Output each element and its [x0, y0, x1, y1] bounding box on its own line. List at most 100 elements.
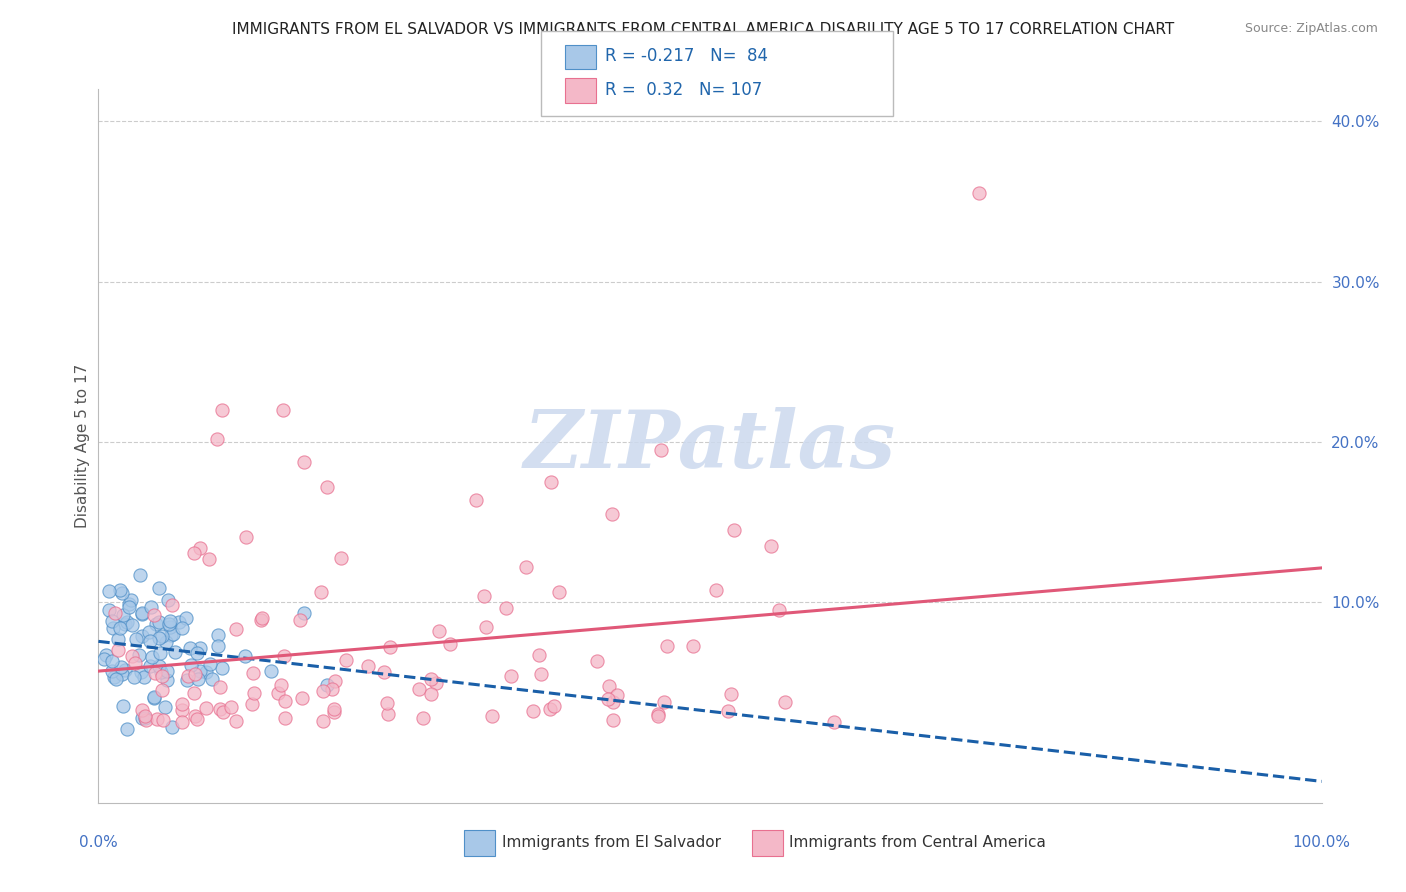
Point [475, 620, 498, 634]
Point [412, 711, 434, 725]
Point [108, 582, 131, 597]
Point [472, 589, 495, 603]
Point [94, 648, 117, 663]
Point [179, 641, 201, 656]
Point [138, 634, 160, 648]
Point [657, 639, 679, 653]
Point [547, 584, 569, 599]
Point [148, 631, 170, 645]
Text: 100.0%: 100.0% [1292, 836, 1351, 850]
Point [101, 621, 124, 635]
Point [233, 648, 256, 663]
Point [97, 584, 120, 599]
Point [159, 620, 181, 634]
Point [322, 702, 344, 716]
Point [720, 687, 742, 701]
Point [172, 621, 194, 635]
Point [439, 637, 461, 651]
Point [194, 700, 217, 714]
Point [586, 654, 609, 668]
Point [356, 659, 378, 673]
Point [312, 683, 335, 698]
Point [110, 660, 132, 674]
Point [101, 614, 124, 628]
Point [499, 669, 522, 683]
Point [704, 582, 727, 597]
Point [155, 664, 177, 678]
Point [146, 712, 169, 726]
Point [120, 593, 142, 607]
Point [142, 607, 165, 622]
Point [128, 568, 150, 582]
Point [235, 530, 257, 544]
Point [378, 640, 401, 654]
Point [152, 713, 174, 727]
Point [183, 546, 205, 560]
Point [143, 665, 166, 680]
Point [157, 593, 180, 607]
Point [373, 665, 395, 679]
Point [114, 617, 136, 632]
Point [201, 672, 224, 686]
Point [101, 654, 124, 668]
Point [209, 680, 232, 694]
Point [315, 678, 337, 692]
Point [540, 475, 562, 489]
Point [183, 686, 205, 700]
Point [260, 664, 283, 678]
Point [647, 709, 669, 723]
Point [170, 697, 193, 711]
Point [169, 615, 191, 630]
Point [148, 659, 170, 673]
Point [529, 667, 551, 681]
Point [207, 639, 229, 653]
Point [112, 699, 135, 714]
Point [274, 694, 297, 708]
Point [273, 711, 295, 725]
Point [270, 678, 292, 692]
Point [425, 676, 447, 690]
Point [309, 585, 332, 599]
Point [101, 664, 124, 678]
Text: R = -0.217   N=  84: R = -0.217 N= 84 [605, 47, 768, 65]
Point [97, 603, 120, 617]
Point [377, 706, 399, 721]
Point [188, 640, 211, 655]
Point [134, 713, 156, 727]
Point [160, 720, 183, 734]
Point [176, 673, 198, 688]
Point [156, 673, 179, 687]
Point [602, 713, 624, 727]
Point [717, 704, 740, 718]
Point [420, 687, 443, 701]
Point [132, 671, 155, 685]
Point [107, 643, 129, 657]
Point [115, 722, 138, 736]
Point [221, 700, 243, 714]
Point [111, 586, 134, 600]
Point [153, 699, 176, 714]
Point [177, 669, 200, 683]
Point [115, 615, 138, 629]
Text: Immigrants from Central America: Immigrants from Central America [789, 836, 1046, 850]
Point [967, 186, 990, 201]
Point [207, 628, 229, 642]
Point [212, 705, 235, 719]
Point [543, 698, 565, 713]
Text: IMMIGRANTS FROM EL SALVADOR VS IMMIGRANTS FROM CENTRAL AMERICA DISABILITY AGE 5 : IMMIGRANTS FROM EL SALVADOR VS IMMIGRANT… [232, 22, 1174, 37]
Point [141, 650, 163, 665]
Point [124, 656, 146, 670]
Point [174, 610, 197, 624]
Point [761, 539, 783, 553]
Point [170, 703, 193, 717]
Point [768, 603, 790, 617]
Point [121, 648, 143, 663]
Point [159, 614, 181, 628]
Point [131, 665, 153, 680]
Point [131, 607, 153, 622]
Point [184, 667, 207, 681]
Point [242, 686, 264, 700]
Point [481, 709, 503, 723]
Point [118, 597, 141, 611]
Point [291, 691, 314, 706]
